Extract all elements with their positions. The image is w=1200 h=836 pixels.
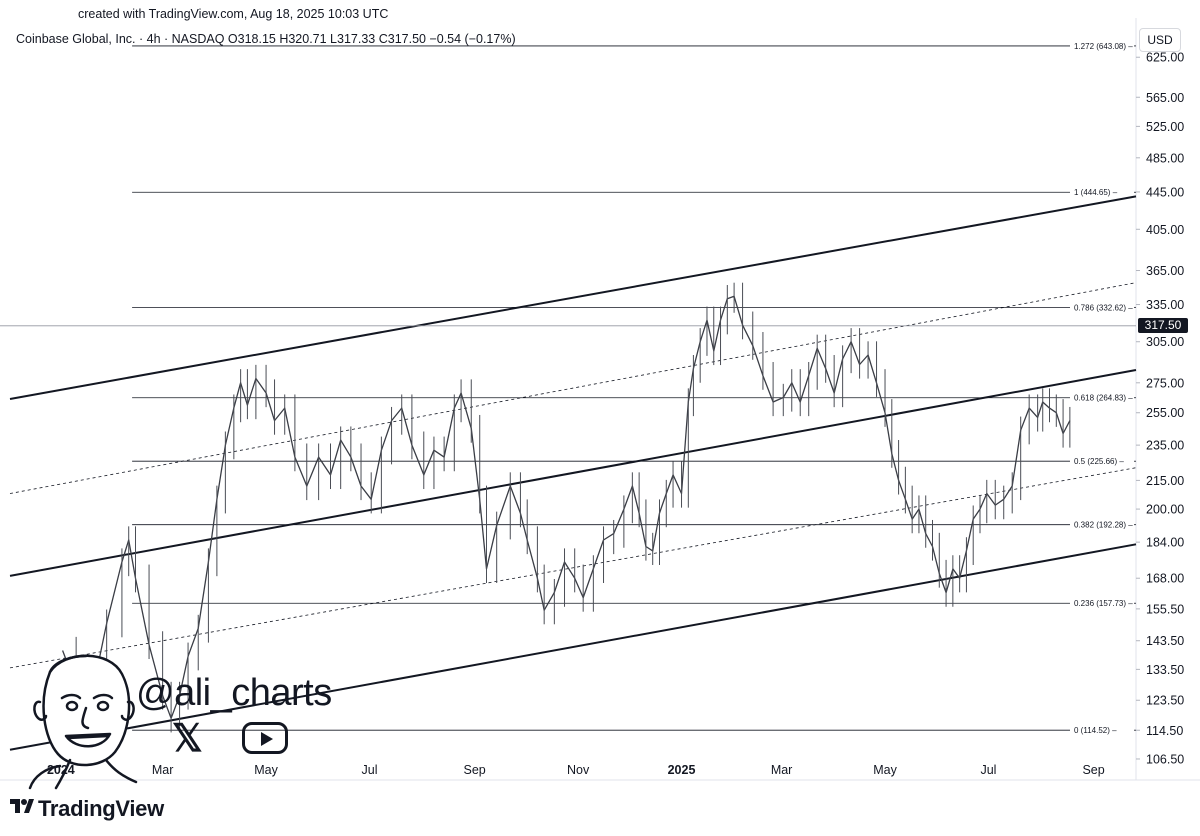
y-tick-label: 365.00 (1146, 264, 1184, 278)
x-tick-label: Sep (464, 763, 486, 777)
price-series-line (61, 295, 1071, 719)
created-caption: created with TradingView.com, Aug 18, 20… (78, 7, 389, 21)
last-price-badge: 317.50 (1138, 317, 1188, 333)
y-tick-label: 143.50 (1146, 634, 1184, 648)
fib-level-label: 0.786 (332.62) – (1074, 303, 1133, 312)
channel-line-upper-mid (9, 282, 1137, 494)
x-tick-label: 2025 (668, 763, 696, 777)
x-tick-label: May (873, 763, 897, 777)
y-tick-label: 565.00 (1146, 91, 1184, 105)
y-tick-label: 445.00 (1146, 185, 1184, 199)
y-tick-label: 133.50 (1146, 663, 1184, 677)
x-logo-icon: 𝕏 (172, 718, 203, 760)
channel-line-lower-mid (9, 467, 1137, 669)
fib-level-label: 1.272 (643.08) – (1074, 42, 1133, 51)
currency-button[interactable]: USD (1139, 28, 1181, 52)
y-tick-label: 168.00 (1146, 572, 1184, 586)
fib-level-label: 0.236 (157.73) – (1074, 599, 1133, 608)
youtube-logo-icon (242, 722, 288, 754)
y-tick-label: 525.00 (1146, 120, 1184, 134)
x-tick-label: Jul (980, 763, 996, 777)
tradingview-brand: TradingView (38, 796, 164, 821)
tradingview-logo-icon (10, 799, 34, 813)
avatar (28, 654, 138, 790)
y-tick-label: 305.00 (1146, 335, 1184, 349)
y-tick-label: 235.00 (1146, 439, 1184, 453)
x-tick-label: Nov (567, 763, 590, 777)
y-tick-label: 255.00 (1146, 406, 1184, 420)
fib-level-label: 0.618 (264.83) – (1074, 394, 1133, 403)
y-tick-label: 215.00 (1146, 474, 1184, 488)
channel-line-middle (9, 369, 1137, 577)
y-tick-label: 405.00 (1146, 223, 1184, 237)
y-tick-label: 123.50 (1146, 694, 1184, 708)
y-tick-label: 155.50 (1146, 602, 1184, 616)
y-tick-label: 335.00 (1146, 298, 1184, 312)
x-tick-label: Jul (362, 763, 378, 777)
y-tick-label: 106.50 (1146, 752, 1184, 766)
watermark-handle: @ali_charts (136, 672, 332, 714)
symbol-info: Coinbase Global, Inc. · 4h · NASDAQ O318… (16, 32, 516, 46)
y-tick-label: 114.50 (1146, 724, 1183, 738)
x-tick-label: Mar (152, 763, 174, 777)
x-tick-label: Sep (1082, 763, 1104, 777)
fib-level-label: 1 (444.65) – (1074, 188, 1118, 197)
y-tick-label: 200.00 (1146, 503, 1184, 517)
y-tick-label: 485.00 (1146, 151, 1184, 165)
fib-level-label: 0 (114.52) – (1074, 726, 1117, 735)
channel-line-upper (9, 195, 1137, 400)
fib-level-label: 0.5 (225.66) – (1074, 457, 1124, 466)
x-tick-label: May (254, 763, 278, 777)
x-tick-label: Mar (771, 763, 793, 777)
channel-line-lower (9, 543, 1137, 751)
y-tick-label: 184.00 (1146, 536, 1184, 550)
fib-level-label: 0.382 (192.28) – (1074, 521, 1133, 530)
y-tick-label: 625.00 (1146, 51, 1184, 65)
y-tick-label: 275.00 (1146, 376, 1184, 390)
